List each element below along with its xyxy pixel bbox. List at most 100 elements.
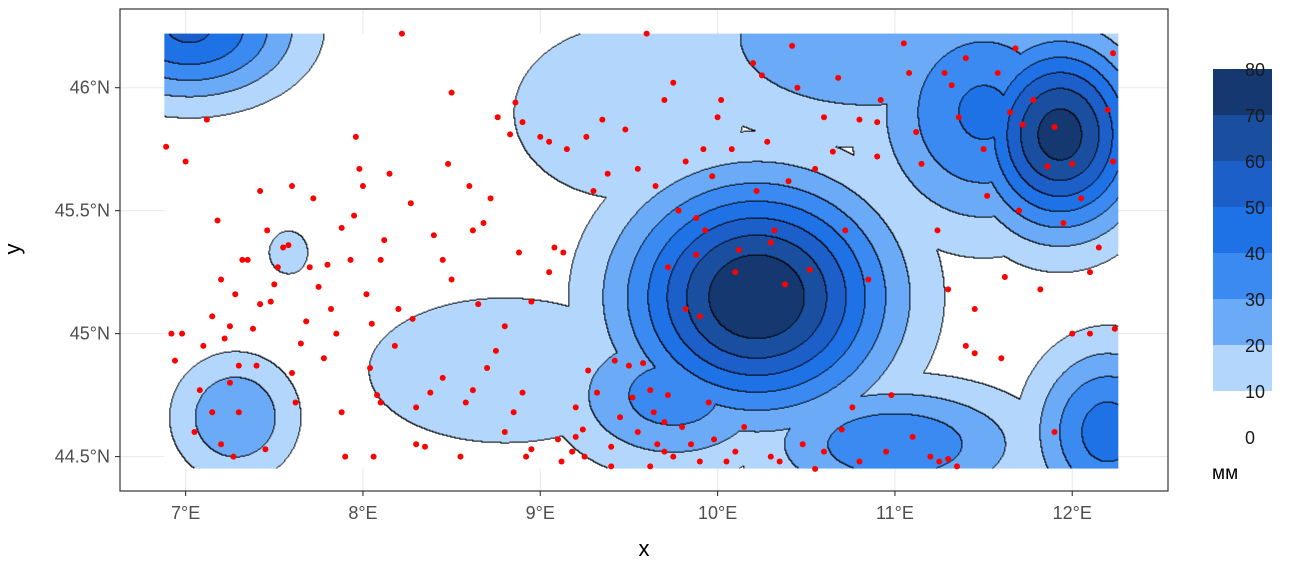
x-axis-title: x xyxy=(639,536,650,561)
station-point xyxy=(918,160,925,167)
station-point xyxy=(448,276,455,283)
station-point xyxy=(280,244,287,251)
legend-label: 60 xyxy=(1245,152,1265,172)
station-point xyxy=(820,448,827,455)
station-point xyxy=(347,256,354,263)
station-point xyxy=(634,428,641,435)
station-point xyxy=(962,55,969,62)
legend-title: мм xyxy=(1212,463,1238,484)
station-point xyxy=(391,342,398,349)
station-point xyxy=(581,453,588,460)
station-point xyxy=(370,453,377,460)
station-point xyxy=(579,426,586,433)
station-point xyxy=(264,227,271,234)
station-point xyxy=(647,463,654,470)
station-point xyxy=(469,387,476,394)
station-point xyxy=(249,325,256,332)
station-point xyxy=(625,362,632,369)
station-point xyxy=(781,281,788,288)
station-point xyxy=(196,387,203,394)
station-point xyxy=(877,96,884,103)
station-point xyxy=(1104,106,1111,113)
legend-label: 40 xyxy=(1245,244,1265,264)
station-point xyxy=(377,256,384,263)
station-point xyxy=(271,281,278,288)
station-point xyxy=(386,170,393,177)
legend-labels: 80 70 60 50 40 30 20 10 0 xyxy=(1245,60,1265,448)
station-point xyxy=(835,74,842,81)
station-point xyxy=(622,126,629,133)
station-point xyxy=(457,453,464,460)
station-point xyxy=(945,456,952,463)
y-tick-label: 44.5°N xyxy=(55,447,110,467)
legend: 80 70 60 50 40 30 20 10 0 мм xyxy=(1212,60,1272,484)
station-point xyxy=(221,335,228,342)
station-point xyxy=(1086,330,1093,337)
station-point xyxy=(709,173,716,180)
station-point xyxy=(608,463,615,470)
station-point xyxy=(257,301,264,308)
station-point xyxy=(1030,96,1037,103)
legend-label: 20 xyxy=(1245,336,1265,356)
station-point xyxy=(267,298,274,305)
station-point xyxy=(1069,330,1076,337)
station-point xyxy=(226,379,233,386)
station-point xyxy=(590,187,597,194)
legend-label: 50 xyxy=(1245,198,1265,218)
station-point xyxy=(670,453,677,460)
station-point xyxy=(558,458,565,465)
station-point xyxy=(661,448,668,455)
station-point xyxy=(285,242,292,249)
station-point xyxy=(359,183,366,190)
x-axis: 7°E 8°E 9°E 10°E 11°E 12°E xyxy=(171,491,1092,523)
station-point xyxy=(856,116,863,123)
station-point xyxy=(599,116,606,123)
station-point xyxy=(324,261,331,268)
station-point xyxy=(696,458,703,465)
station-point xyxy=(554,436,561,443)
legend-label: 80 xyxy=(1245,60,1265,80)
station-point xyxy=(512,99,519,106)
station-point xyxy=(328,306,335,313)
x-tick-label: 11°E xyxy=(876,503,914,523)
station-point xyxy=(232,291,239,298)
station-point xyxy=(484,365,491,372)
station-point xyxy=(244,256,251,263)
plot-panel xyxy=(119,8,1169,492)
station-point xyxy=(829,148,836,155)
x-tick-label: 7°E xyxy=(171,503,200,523)
station-point xyxy=(306,264,313,271)
station-point xyxy=(849,404,856,411)
station-point xyxy=(693,251,700,258)
station-point xyxy=(643,30,650,37)
legend-colorbar xyxy=(1213,69,1272,438)
station-point xyxy=(515,249,522,256)
station-point xyxy=(352,133,359,140)
station-point xyxy=(608,443,615,450)
station-point xyxy=(693,215,700,222)
station-point xyxy=(1095,244,1102,251)
station-point xyxy=(492,347,499,354)
station-point xyxy=(398,30,405,37)
station-point xyxy=(374,392,381,399)
station-point xyxy=(664,264,671,271)
station-point xyxy=(487,195,494,202)
station-point xyxy=(714,114,721,121)
station-point xyxy=(1012,45,1019,52)
station-point xyxy=(705,399,712,406)
station-point xyxy=(948,82,955,89)
station-point xyxy=(670,79,677,86)
legend-label: 30 xyxy=(1245,290,1265,310)
station-point xyxy=(439,256,446,263)
station-point xyxy=(994,69,1001,76)
station-point xyxy=(913,128,920,135)
station-point xyxy=(842,227,849,234)
station-point xyxy=(906,69,913,76)
station-point xyxy=(675,207,682,214)
station-point xyxy=(936,458,943,465)
legend-swatch xyxy=(1213,161,1272,208)
station-point xyxy=(984,192,991,199)
x-tick-label: 12°E xyxy=(1053,503,1092,523)
station-point xyxy=(955,114,962,121)
